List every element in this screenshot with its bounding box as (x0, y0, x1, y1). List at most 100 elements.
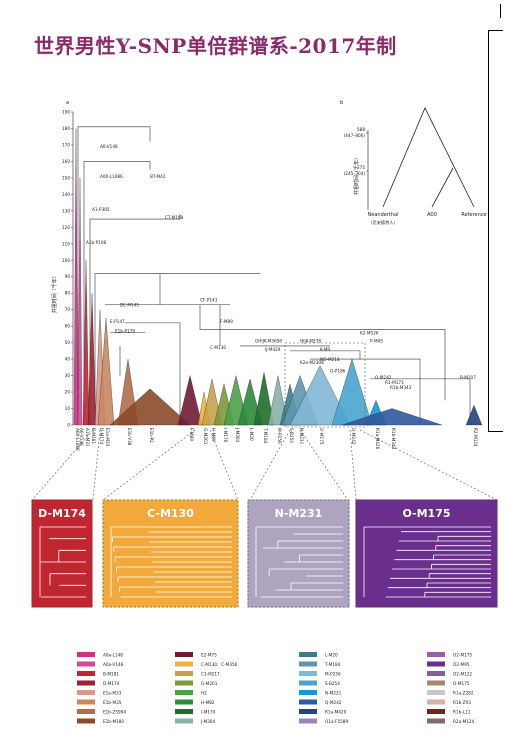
legend-label: R1a-Z282 (453, 691, 474, 696)
legend-label: O1a-F5589 (325, 719, 348, 724)
branch-e (125, 322, 181, 425)
legend-swatch (77, 671, 95, 676)
detail-panel-tree (110, 526, 232, 598)
legend-label: Q-M242 (325, 700, 342, 705)
detail-panel-title: O-M175 (402, 507, 450, 520)
zoom-line (31, 429, 94, 501)
legend-swatch (175, 699, 193, 705)
legend-label: E1b-Z5994 (103, 710, 126, 715)
zoom-line (209, 429, 239, 501)
clade-triangle (465, 404, 483, 426)
detail-panel: C-M130 (102, 499, 239, 608)
zoom-box (284, 342, 366, 428)
b-node-range: (447–806) (344, 133, 366, 138)
legend-swatch (77, 661, 95, 667)
legend-label: T-M184 (324, 662, 341, 667)
legend-label: L-M20 (325, 653, 338, 658)
tip-label: T-M184 (263, 427, 268, 444)
legend-label: C-M130、C-M356 (201, 662, 238, 667)
detail-panel-bg (247, 499, 350, 608)
detail-panel-frame (102, 499, 239, 608)
legend-swatch (299, 709, 317, 714)
node-label: K2-M526 (360, 330, 379, 335)
legend-label: E2-M75 (201, 653, 217, 658)
branch-a0 (83, 161, 151, 425)
tip-label: A1a-M31 (85, 428, 90, 447)
legend: A0a-L148 A0a-V148 B-M181 D-M174 E1a-M33 E1b-M… (77, 652, 475, 724)
legend-label: C3-M217 (201, 672, 220, 677)
tip-label: N-M231 (299, 428, 304, 445)
clade-triangle (177, 375, 203, 426)
legend-label: B-M181 (103, 672, 119, 677)
legend-swatch (299, 699, 317, 705)
tree-panel-a: a 0 10 20 30 40 50 60 70 80 90 100 110 120 130 140 150 16… (51, 100, 483, 451)
node-label: A1b-P108 (86, 240, 107, 245)
legend-label: G-M201 (201, 681, 218, 686)
node-label: E-P147 (110, 319, 125, 324)
detail-panel-title: D-M174 (38, 507, 86, 520)
y-tick-label: 190 (62, 110, 70, 115)
legend-swatch (299, 661, 317, 667)
zoom-line (249, 429, 291, 501)
legend-label: O-M175 (453, 681, 470, 686)
y-tick-label: 60 (65, 324, 71, 329)
legend-swatch (427, 690, 445, 695)
tip-label: I-M170 (223, 428, 228, 443)
legend-swatch (175, 690, 193, 695)
detail-panels: D-M174 C-M130 N-M231 O-M175 (31, 499, 498, 608)
branch-bt (94, 273, 260, 425)
legend-label: S-B254 (325, 681, 340, 686)
legend-swatch (427, 709, 445, 714)
legend-label: H-M82 (201, 700, 215, 705)
node-label: IJ-M429 (265, 347, 281, 352)
detail-panel: N-M231 (247, 499, 350, 608)
tip-label: A00-L1086 (75, 428, 80, 451)
node-label: CT-M168 (165, 215, 184, 220)
clade-triangle (253, 372, 275, 426)
legend-label: O2-M95 (453, 662, 470, 667)
panel-b-label: b (340, 100, 343, 106)
node-label: HIJK-M578 (300, 339, 321, 344)
legend-swatch (77, 652, 95, 657)
b-tip-label: A00 (427, 212, 437, 218)
legend-swatch (299, 652, 317, 657)
clade-triangle (97, 317, 115, 426)
legend-label: E1b-M180 (103, 719, 124, 724)
tip-label: A0-V148 (79, 428, 84, 446)
legend-label: E1b-M35 (103, 700, 122, 705)
detail-panel-tree (255, 526, 343, 598)
legend-label: M-P256 (325, 672, 341, 677)
legend-swatch (175, 661, 193, 667)
node-label: A00-L1086 (100, 174, 123, 179)
legend-label: J-M304 (200, 719, 216, 724)
y-tick-label: 40 (65, 357, 71, 362)
branch-k (290, 350, 361, 360)
b-node-range: (245–304) (344, 171, 366, 176)
y-axis-label: 共祖时间（千年） (51, 273, 58, 313)
tip-label: R1b-M343 (391, 428, 396, 450)
legend-swatch (427, 718, 445, 724)
node-label: O-M242 (375, 375, 392, 380)
legend-label: R1b-Z93 (453, 700, 471, 705)
tip-label: E1b-P2 (149, 428, 154, 443)
y-tick-label: 100 (62, 258, 70, 263)
legend-swatch (299, 671, 317, 676)
node-label: A0-V148 (100, 144, 118, 149)
y-tick-label: 80 (65, 291, 71, 296)
tip-label: J-M304 (235, 427, 240, 443)
legend-label: A0a-L148 (103, 653, 123, 658)
legend-swatch (427, 661, 445, 667)
legend-label: H2 (201, 691, 207, 696)
zoom-connector-lines (31, 342, 498, 501)
y-tick-label: 70 (65, 307, 71, 312)
detail-panel-title: C-M130 (147, 507, 194, 520)
clade-triangle (82, 260, 90, 426)
branch-root (77, 126, 151, 425)
branch-nop (310, 358, 421, 425)
legend-swatch (427, 652, 445, 657)
detail-panel-bg (102, 499, 239, 608)
tip-label: F-M89 (189, 428, 194, 441)
legend-swatch (77, 690, 95, 695)
sidebar-bracket (488, 30, 503, 432)
